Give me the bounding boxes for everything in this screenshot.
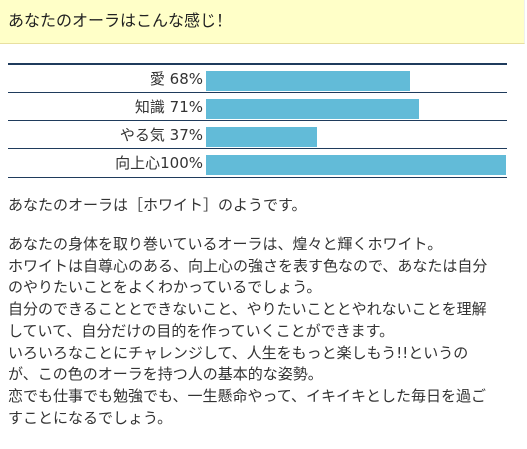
aura-result-text: あなたのオーラは［ホワイト］のようです。 xyxy=(8,196,307,214)
description-line: あなたの身体を取り巻いているオーラは、煌々と輝くホワイト。 xyxy=(8,235,443,253)
stat-label-love: 愛 68% xyxy=(149,70,203,88)
description-line: いろいろなことにチャレンジして、人生をもっと楽しもう!!というの xyxy=(8,343,469,362)
stat-bar-track-ambition xyxy=(206,155,506,175)
description-line: ホワイトは自尊心のある、向上心の強さを表す色なので、あなたは自分 xyxy=(8,256,488,275)
stat-label-motivation: やる気 37% xyxy=(119,126,203,144)
stat-label-ambition: 向上心100% xyxy=(115,154,203,172)
stat-bar-track-motivation xyxy=(206,127,506,147)
page-title: あなたのオーラはこんな感じ！ xyxy=(8,11,233,30)
title-bar: あなたのオーラはこんな感じ！ xyxy=(0,0,525,44)
stat-row-knowledge: 知識 71% xyxy=(8,93,507,121)
stat-bar-ambition xyxy=(206,155,506,175)
stat-row-motivation: やる気 37% xyxy=(8,121,507,149)
description-line: すことになるでしょう。 xyxy=(8,408,173,427)
stat-bar-motivation xyxy=(206,127,317,147)
aura-stats-table: 愛 68% 知識 71% やる気 37% 向上心100% xyxy=(8,63,507,178)
stat-bar-knowledge xyxy=(206,99,419,119)
stat-row-ambition: 向上心100% xyxy=(8,149,507,177)
description-line: 恋でも仕事でも勉強でも、一生懸命やって、イキイキとした毎日を過ご xyxy=(8,386,487,405)
description-line: が、この色のオーラを持つ人の基本的な姿勢。 xyxy=(8,365,323,384)
stat-row-love: 愛 68% xyxy=(8,65,507,93)
description-line: していて、自分だけの目的を作っていくことができます。 xyxy=(8,321,395,340)
description-line: のやりたいことをよくわかっているでしょう。 xyxy=(8,278,322,297)
description-line: 自分のできることとできないこと、やりたいこととやれないことを理解 xyxy=(8,300,487,319)
stat-bar-track-knowledge xyxy=(206,99,506,119)
stat-bar-love xyxy=(206,71,410,91)
stat-bar-track-love xyxy=(206,71,506,91)
aura-description: あなたの身体を取り巻いているオーラは、煌々と輝くホワイト。 ホワイトは自尊心のあ… xyxy=(8,234,513,429)
stat-label-knowledge: 知識 71% xyxy=(134,98,203,116)
